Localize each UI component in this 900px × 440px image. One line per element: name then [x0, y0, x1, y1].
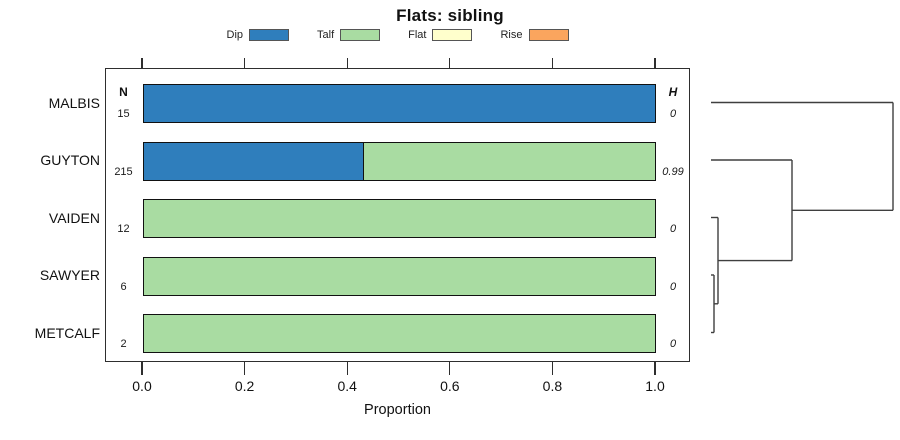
plot-panel: N H 15 0 215 0.99 12 0 6 0 2 0 [105, 68, 690, 362]
bar-segment-talf [144, 257, 655, 295]
h-value: 0 [669, 338, 677, 350]
talf-legend-swatch [340, 28, 381, 41]
x-tick [654, 362, 656, 375]
bar-segment-dip [144, 142, 364, 180]
x-tick-top [243, 58, 246, 68]
h-value: 0 [669, 223, 677, 235]
x-tick-top [551, 58, 554, 68]
legend-item: Dip [226, 28, 290, 41]
x-tick [243, 362, 246, 375]
legend-item: Flat [408, 28, 473, 41]
x-tick-label: 0.6 [440, 378, 460, 394]
n-value: 2 [120, 338, 127, 350]
bar-row-vaiden [143, 199, 656, 238]
x-tick-top [449, 58, 451, 68]
bar-segment-talf [144, 315, 655, 352]
bar-row-sawyer [143, 256, 656, 296]
legend: Dip Talf Flat Rise [105, 26, 690, 43]
x-tick [449, 362, 451, 375]
x-tick-label: 0.8 [542, 378, 563, 394]
h-value: 0 [669, 280, 677, 293]
legend-item: Talf [317, 28, 381, 41]
row-label-guyton: GUYTON [40, 152, 100, 168]
n-value: 215 [114, 165, 133, 178]
legend-item-label: Talf [317, 28, 335, 41]
flat-legend-swatch [432, 28, 473, 41]
bar-row-metcalf [143, 314, 656, 353]
row-label-malbis: MALBIS [48, 94, 100, 111]
x-tick [551, 362, 554, 375]
n-value: 12 [117, 223, 130, 235]
bar-row-guyton [143, 141, 656, 181]
x-tick-top [346, 58, 348, 68]
h-column-header: H [668, 85, 678, 99]
n-value: 6 [120, 280, 127, 293]
bar-rows: 15 0 215 0.99 12 0 6 0 2 0 [106, 69, 689, 361]
x-tick [346, 362, 348, 375]
x-tick-top [654, 58, 656, 68]
h-value: 0 [669, 108, 677, 120]
y-axis-labels: MALBIS GUYTON VAIDEN SAWYER METCALF [0, 0, 100, 440]
bar-segment-dip [144, 85, 655, 122]
x-tick-label: 0.0 [132, 378, 152, 394]
row-label-sawyer: SAWYER [39, 267, 100, 283]
row-label-metcalf: METCALF [34, 324, 100, 341]
dip-legend-swatch [249, 28, 290, 41]
row-label-vaiden: VAIDEN [48, 209, 100, 226]
x-tick [141, 362, 143, 375]
x-tick-label: 1.0 [645, 378, 665, 394]
x-tick-top [141, 58, 143, 68]
bar-segment-talf [144, 200, 655, 237]
bar-segment-talf [363, 142, 655, 180]
x-tick-label: 0.2 [234, 378, 255, 394]
x-axis-title: Proportion [364, 402, 431, 418]
legend-item-label: Dip [226, 28, 244, 41]
legend-item: Rise [500, 28, 569, 41]
n-value: 15 [117, 108, 130, 120]
legend-item-label: Rise [500, 28, 523, 41]
legend-item-label: Flat [408, 28, 427, 41]
bar-row-malbis [143, 84, 656, 123]
rise-legend-swatch [528, 28, 569, 41]
n-column-header: N [119, 85, 128, 99]
x-tick-label: 0.4 [337, 378, 357, 394]
h-value: 0.99 [662, 165, 684, 178]
chart-title: Flats: sibling [396, 6, 504, 25]
